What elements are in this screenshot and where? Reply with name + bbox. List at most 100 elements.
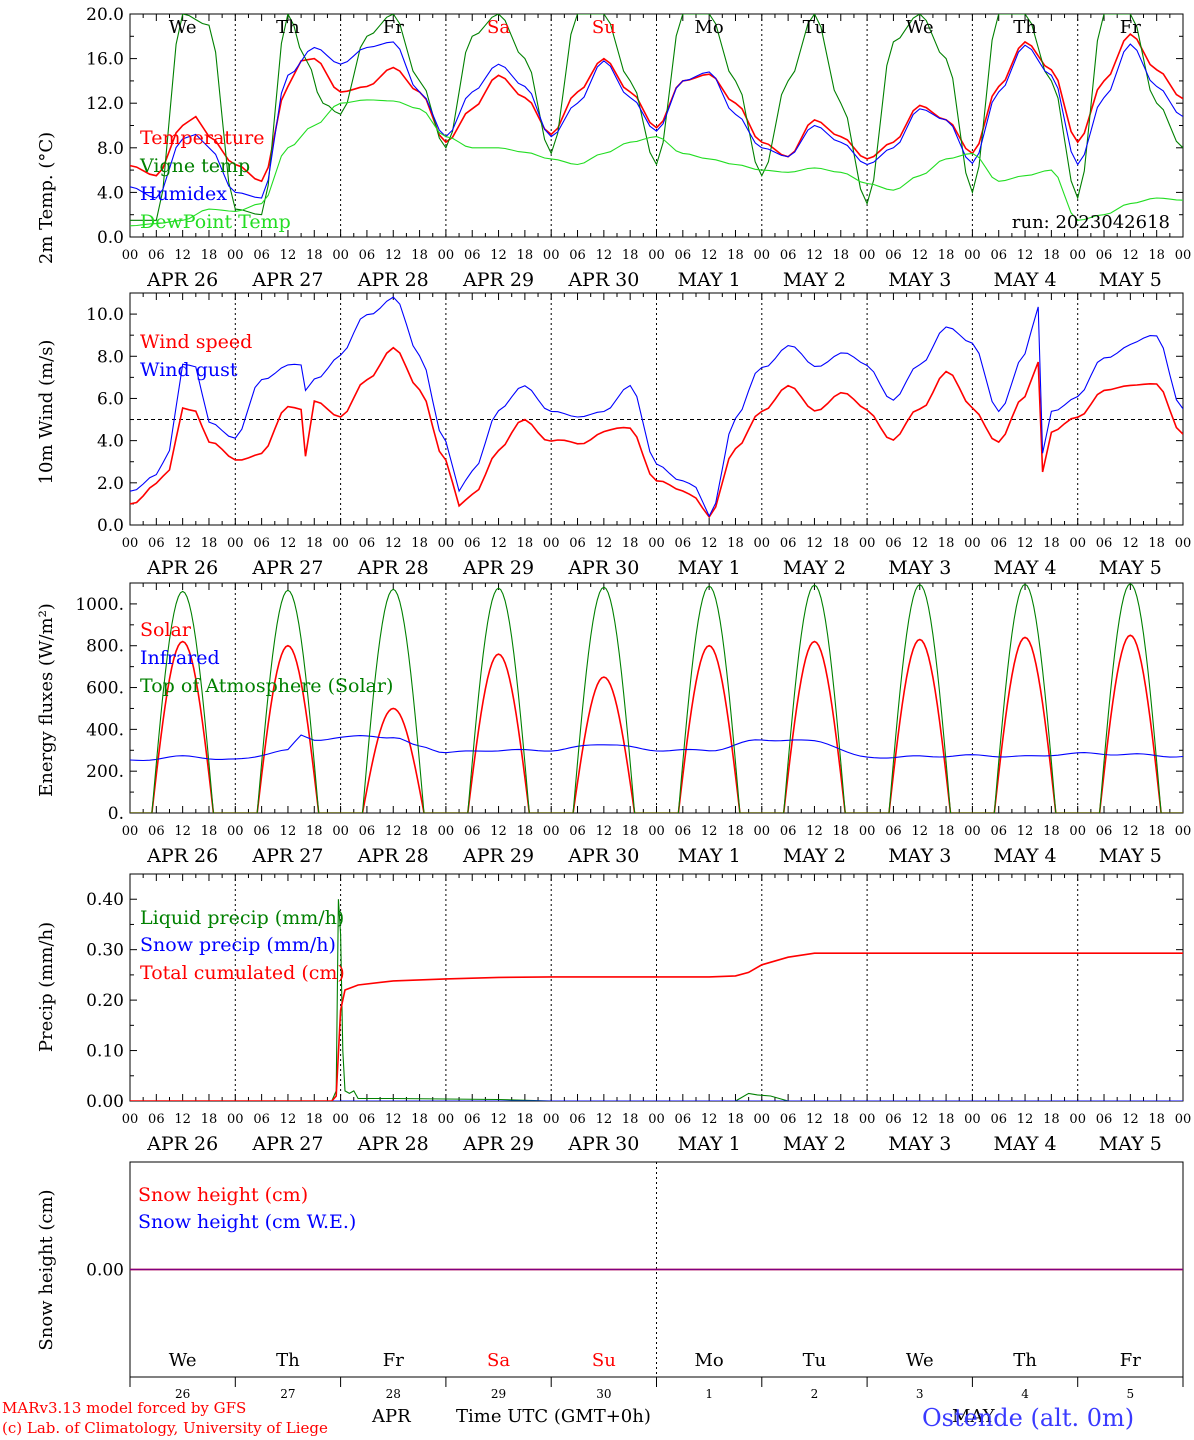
legend-entry: Temperature [140,127,264,149]
hour-tick-label: 18 [1043,1112,1060,1127]
y-tick-label: 800. [86,637,124,657]
hour-tick-label: 12 [596,824,613,839]
series-line-wind-gust [130,296,1183,518]
y-tick-label: 4.0 [97,183,124,203]
hour-tick-label: 06 [780,824,797,839]
legend-entry: Snow precip (mm/h) [140,934,336,956]
date-label: APR 30 [567,1133,639,1155]
hour-tick-label: 18 [201,536,218,551]
hour-tick-label: 18 [517,248,534,263]
hour-tick-label: 00 [227,824,244,839]
x-axis-label: Time UTC (GMT+0h) [456,1406,651,1427]
legend-entry: Infrared [140,647,220,669]
hour-tick-label: 18 [1043,824,1060,839]
hour-tick-label: 00 [122,1112,139,1127]
hour-tick-label: 06 [464,536,481,551]
hour-tick-label: 18 [1043,536,1060,551]
date-label: MAY 4 [994,845,1057,867]
date-label: MAY 3 [888,269,951,291]
hour-tick-label: 00 [648,824,665,839]
hour-tick-label: 00 [964,248,981,263]
date-label: APR 29 [462,845,534,867]
legend-entry: Humidex [140,183,227,205]
hour-tick-label: 00 [438,1112,455,1127]
weekday-label: Mo [695,1350,724,1371]
weekday-label: Su [592,1350,616,1371]
weekday-label: Tu [803,1350,827,1371]
month-label-may: MAY [952,1406,995,1427]
date-label: APR 28 [357,1133,429,1155]
hour-tick-label: 12 [174,248,191,263]
legend-entry: Wind gust [140,359,238,381]
hour-tick-label: 00 [859,536,876,551]
hour-tick-label: 12 [701,1112,718,1127]
y-axis-label: Precip (mm/h) [36,922,57,1052]
day-number-label: 26 [175,1387,190,1401]
day-number-label: 2 [811,1387,819,1401]
hour-tick-label: 18 [1148,248,1165,263]
y-tick-label: 12.0 [86,94,124,114]
hour-tick-label: 12 [280,536,297,551]
date-label: APR 26 [146,269,218,291]
hour-tick-label: 18 [306,824,323,839]
hour-tick-label: 18 [938,1112,955,1127]
y-tick-label: 10.0 [86,305,124,325]
weekday-label: Su [592,17,616,38]
hour-tick-label: 12 [911,536,928,551]
hour-tick-label: 18 [517,824,534,839]
hour-tick-label: 06 [885,1112,902,1127]
hour-tick-label: 12 [701,536,718,551]
hour-tick-label: 06 [675,824,692,839]
hour-tick-label: 00 [1069,536,1086,551]
hour-tick-label: 00 [332,824,349,839]
weekday-label: We [906,1350,934,1371]
hour-tick-label: 00 [754,248,771,263]
hour-tick-label: 18 [411,536,428,551]
hour-tick-label: 00 [1069,824,1086,839]
weekday-label: Th [276,1350,300,1371]
date-label: MAY 2 [783,557,846,579]
hour-tick-label: 12 [1017,536,1034,551]
hour-tick-label: 00 [227,536,244,551]
y-tick-label: 0.0 [97,228,124,248]
date-label: MAY 1 [678,845,741,867]
hour-tick-label: 00 [543,536,560,551]
hour-tick-label: 00 [332,1112,349,1127]
date-label: MAY 1 [678,1133,741,1155]
date-label: APR 28 [357,269,429,291]
legend-entry: Liquid precip (mm/h) [140,907,344,929]
y-tick-label: 1000. [75,595,124,615]
hour-tick-label: 18 [306,248,323,263]
hour-tick-label: 06 [990,248,1007,263]
hour-tick-label: 00 [122,248,139,263]
hour-tick-label: 06 [675,1112,692,1127]
credit-line-2: (c) Lab. of Climatology, University of L… [2,1419,328,1437]
date-label: MAY 2 [783,269,846,291]
y-tick-label: 0. [108,804,124,824]
hour-tick-label: 12 [596,536,613,551]
y-tick-label: 20.0 [86,5,124,25]
date-label: MAY 2 [783,1133,846,1155]
date-label: MAY 5 [1099,845,1162,867]
hour-tick-label: 12 [806,1112,823,1127]
hour-tick-label: 06 [885,536,902,551]
date-label: MAY 1 [678,269,741,291]
hour-tick-label: 12 [490,536,507,551]
weekday-label: Sa [487,17,510,38]
day-number-label: 3 [916,1387,924,1401]
weekday-label: Sa [487,1350,510,1371]
date-label: APR 30 [567,557,639,579]
hour-tick-label: 00 [964,536,981,551]
hour-tick-label: 12 [385,536,402,551]
day-number-label: 28 [386,1387,401,1401]
y-tick-label: 0.00 [86,1092,124,1112]
weekday-label: We [169,17,197,38]
y-tick-label: 600. [86,679,124,699]
hour-tick-label: 12 [1017,1112,1034,1127]
weekday-label: We [906,17,934,38]
y-tick-label: 200. [86,762,124,782]
hour-tick-label: 06 [780,1112,797,1127]
hour-tick-label: 06 [569,1112,586,1127]
hour-tick-label: 18 [1148,824,1165,839]
